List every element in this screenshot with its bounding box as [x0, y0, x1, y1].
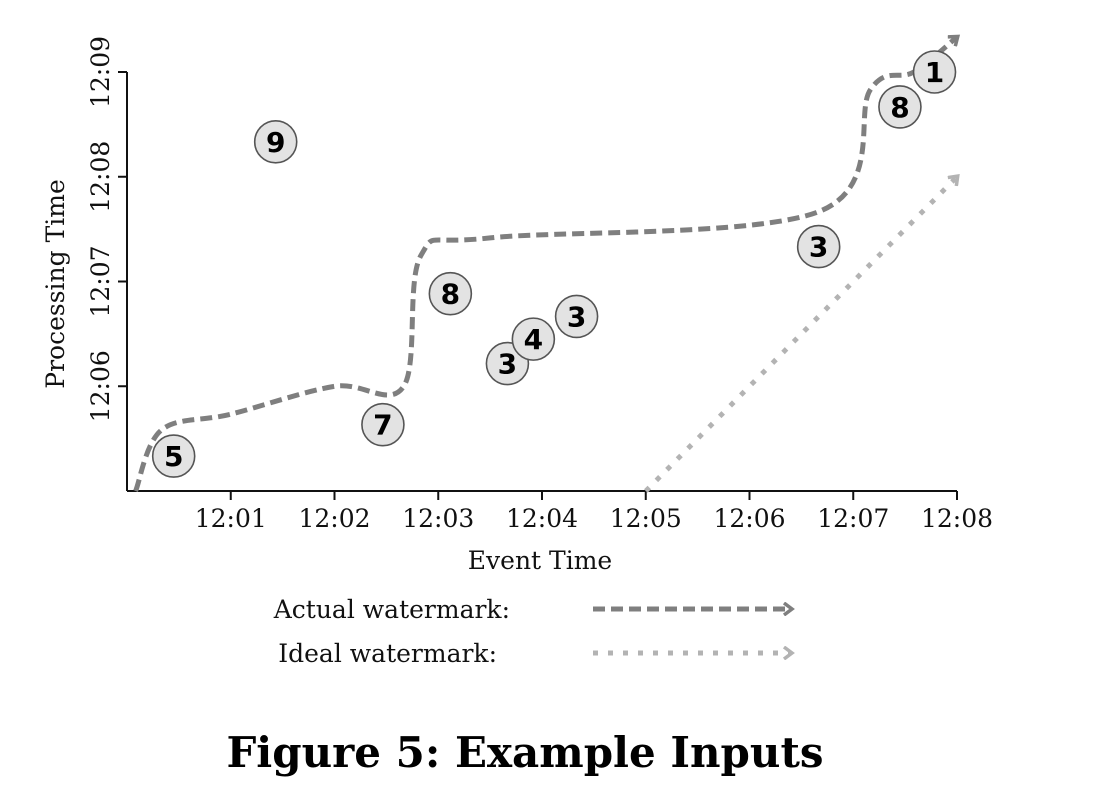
data-point-label: 4 — [524, 323, 543, 356]
x-tick-label: 12:04 — [506, 504, 578, 533]
legend-label-actual: Actual watermark: — [273, 595, 510, 624]
x-tick-label: 12:08 — [921, 504, 993, 533]
data-point-marker — [511, 317, 556, 361]
data-point-marker — [428, 271, 473, 316]
data-point-marker — [361, 402, 405, 447]
y-tick-label: 12:09 — [86, 36, 115, 108]
data-point-marker — [151, 434, 196, 478]
data-point-label: 5 — [164, 440, 183, 473]
data-point-marker — [554, 294, 599, 339]
data-point-marker — [912, 50, 957, 94]
x-tick-label: 12:05 — [610, 504, 682, 533]
data-point-label: 7 — [373, 409, 392, 442]
x-axis-title: Event Time — [468, 546, 612, 575]
actual-watermark-line — [133, 37, 957, 492]
y-tick-label: 12:06 — [86, 350, 115, 422]
data-point: 8 — [428, 271, 473, 316]
watermark-series — [133, 37, 957, 493]
y-axis-ticks: 12:06 12:07 12:08 12:09 — [86, 36, 127, 422]
data-point-label: 3 — [498, 348, 517, 381]
data-point: 3 — [554, 294, 599, 339]
y-tick-label: 12:08 — [86, 141, 115, 213]
data-point-marker — [253, 120, 298, 164]
x-tick-label: 12:06 — [713, 504, 785, 533]
x-tick-label: 12:01 — [195, 504, 267, 533]
legend: Actual watermark: Ideal watermark: — [273, 595, 791, 668]
y-tick-label: 12:07 — [86, 245, 115, 317]
data-point-label: 8 — [890, 91, 909, 124]
data-point-label: 8 — [441, 278, 460, 311]
data-point: 1 — [912, 50, 957, 94]
data-point-label: 3 — [809, 231, 828, 264]
chart-axes — [126, 72, 957, 492]
x-tick-label: 12:02 — [298, 504, 370, 533]
ideal-watermark-line — [644, 177, 957, 493]
data-point: 9 — [253, 120, 298, 164]
data-point-label: 3 — [567, 300, 586, 333]
data-point-label: 1 — [925, 56, 944, 89]
x-axis-ticks: 12:01 12:02 12:03 12:04 12:05 12:06 12:07 12:08 — [195, 491, 993, 533]
data-point-marker — [878, 85, 922, 129]
x-tick-label: 12:07 — [817, 504, 889, 533]
data-point: 5 — [151, 434, 196, 478]
data-point-marker — [796, 224, 841, 269]
y-axis-title: Processing Time — [41, 179, 70, 389]
data-point: 3 — [796, 224, 841, 269]
data-point: 8 — [878, 85, 922, 129]
x-tick-label: 12:03 — [402, 504, 474, 533]
legend-label-ideal: Ideal watermark: — [278, 639, 497, 668]
data-point-label: 9 — [266, 126, 285, 159]
figure-caption: Figure 5: Example Inputs — [226, 728, 824, 777]
data-point: 7 — [361, 402, 405, 447]
data-point: 4 — [511, 317, 556, 361]
